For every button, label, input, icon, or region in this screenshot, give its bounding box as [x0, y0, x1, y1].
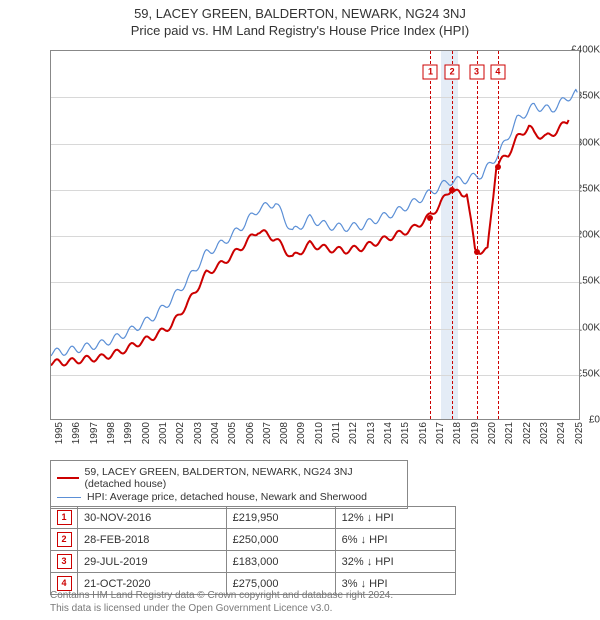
sale-date: 28-FEB-2018 — [78, 529, 227, 551]
legend-label: 59, LACEY GREEN, BALDERTON, NEWARK, NG24… — [85, 466, 401, 490]
x-tick-label: 2024 — [556, 422, 567, 444]
table-row: 2 28-FEB-2018£250,0006% ↓ HPI — [51, 529, 456, 551]
x-tick-label: 2000 — [141, 422, 152, 444]
sale-dot — [474, 249, 480, 255]
sale-index-marker: 4 — [57, 576, 72, 591]
price-chart: 1234 — [50, 50, 580, 420]
x-tick-label: 2012 — [348, 422, 359, 444]
sale-dot — [449, 187, 455, 193]
sale-price: £250,000 — [226, 529, 335, 551]
legend-item: HPI: Average price, detached house, Newa… — [57, 491, 401, 503]
x-tick-label: 2013 — [366, 422, 377, 444]
x-tick-label: 2007 — [262, 422, 273, 444]
x-tick-label: 2018 — [452, 422, 463, 444]
attribution-footer: Contains HM Land Registry data © Crown c… — [50, 590, 580, 615]
x-tick-label: 2011 — [331, 422, 342, 444]
chart-lines — [51, 51, 579, 419]
sale-index-marker: 2 — [57, 532, 72, 547]
legend-item: 59, LACEY GREEN, BALDERTON, NEWARK, NG24… — [57, 466, 401, 490]
sale-dot — [495, 164, 501, 170]
x-tick-label: 2019 — [470, 422, 481, 444]
x-tick-label: 2001 — [158, 422, 169, 444]
sale-index-cell: 3 — [51, 551, 78, 573]
x-tick-label: 2017 — [435, 422, 446, 444]
x-tick-label: 2023 — [539, 422, 550, 444]
x-tick-label: 2014 — [383, 422, 394, 444]
sale-marker-label: 1 — [423, 65, 438, 80]
sales-table: 1 30-NOV-2016£219,95012% ↓ HPI 2 28-FEB-201… — [50, 506, 456, 595]
x-tick-label: 2021 — [504, 422, 515, 444]
x-tick-label: 2010 — [314, 422, 325, 444]
x-tick-label: 1995 — [54, 422, 65, 444]
legend-label: HPI: Average price, detached house, Newa… — [87, 491, 367, 503]
sale-index-cell: 1 — [51, 507, 78, 529]
sale-index-marker: 1 — [57, 510, 72, 525]
sale-delta: 6% ↓ HPI — [335, 529, 455, 551]
sale-dot — [427, 215, 433, 221]
footer-line-1: Contains HM Land Registry data © Crown c… — [50, 590, 580, 603]
x-tick-label: 2025 — [574, 422, 585, 444]
legend-swatch — [57, 497, 81, 498]
x-tick-label: 1999 — [123, 422, 134, 444]
x-tick-label: 2020 — [487, 422, 498, 444]
sale-date: 29-JUL-2019 — [78, 551, 227, 573]
x-tick-label: 2004 — [210, 422, 221, 444]
sale-index-marker: 3 — [57, 554, 72, 569]
footer-line-2: This data is licensed under the Open Gov… — [50, 603, 580, 616]
x-tick-label: 1996 — [71, 422, 82, 444]
sale-delta: 12% ↓ HPI — [335, 507, 455, 529]
sale-marker-label: 2 — [445, 65, 460, 80]
x-tick-label: 1998 — [106, 422, 117, 444]
sale-index-cell: 2 — [51, 529, 78, 551]
x-tick-label: 2005 — [227, 422, 238, 444]
x-tick-label: 2015 — [400, 422, 411, 444]
sale-date: 30-NOV-2016 — [78, 507, 227, 529]
table-row: 3 29-JUL-2019£183,00032% ↓ HPI — [51, 551, 456, 573]
chart-title-block: 59, LACEY GREEN, BALDERTON, NEWARK, NG24… — [0, 0, 600, 38]
title-address: 59, LACEY GREEN, BALDERTON, NEWARK, NG24… — [0, 6, 600, 21]
series-hpi — [51, 89, 577, 356]
x-tick-label: 2009 — [296, 422, 307, 444]
table-row: 1 30-NOV-2016£219,95012% ↓ HPI — [51, 507, 456, 529]
x-tick-label: 2003 — [193, 422, 204, 444]
sale-price: £219,950 — [226, 507, 335, 529]
x-tick-label: 2016 — [418, 422, 429, 444]
x-tick-label: 2008 — [279, 422, 290, 444]
x-tick-label: 1997 — [89, 422, 100, 444]
x-tick-label: 2002 — [175, 422, 186, 444]
legend-swatch — [57, 477, 79, 479]
x-tick-label: 2006 — [245, 422, 256, 444]
sale-delta: 32% ↓ HPI — [335, 551, 455, 573]
title-subtitle: Price paid vs. HM Land Registry's House … — [0, 23, 600, 38]
sale-price: £183,000 — [226, 551, 335, 573]
sale-marker-label: 3 — [469, 65, 484, 80]
sale-marker-label: 4 — [490, 65, 505, 80]
x-tick-label: 2022 — [522, 422, 533, 444]
legend: 59, LACEY GREEN, BALDERTON, NEWARK, NG24… — [50, 460, 408, 509]
